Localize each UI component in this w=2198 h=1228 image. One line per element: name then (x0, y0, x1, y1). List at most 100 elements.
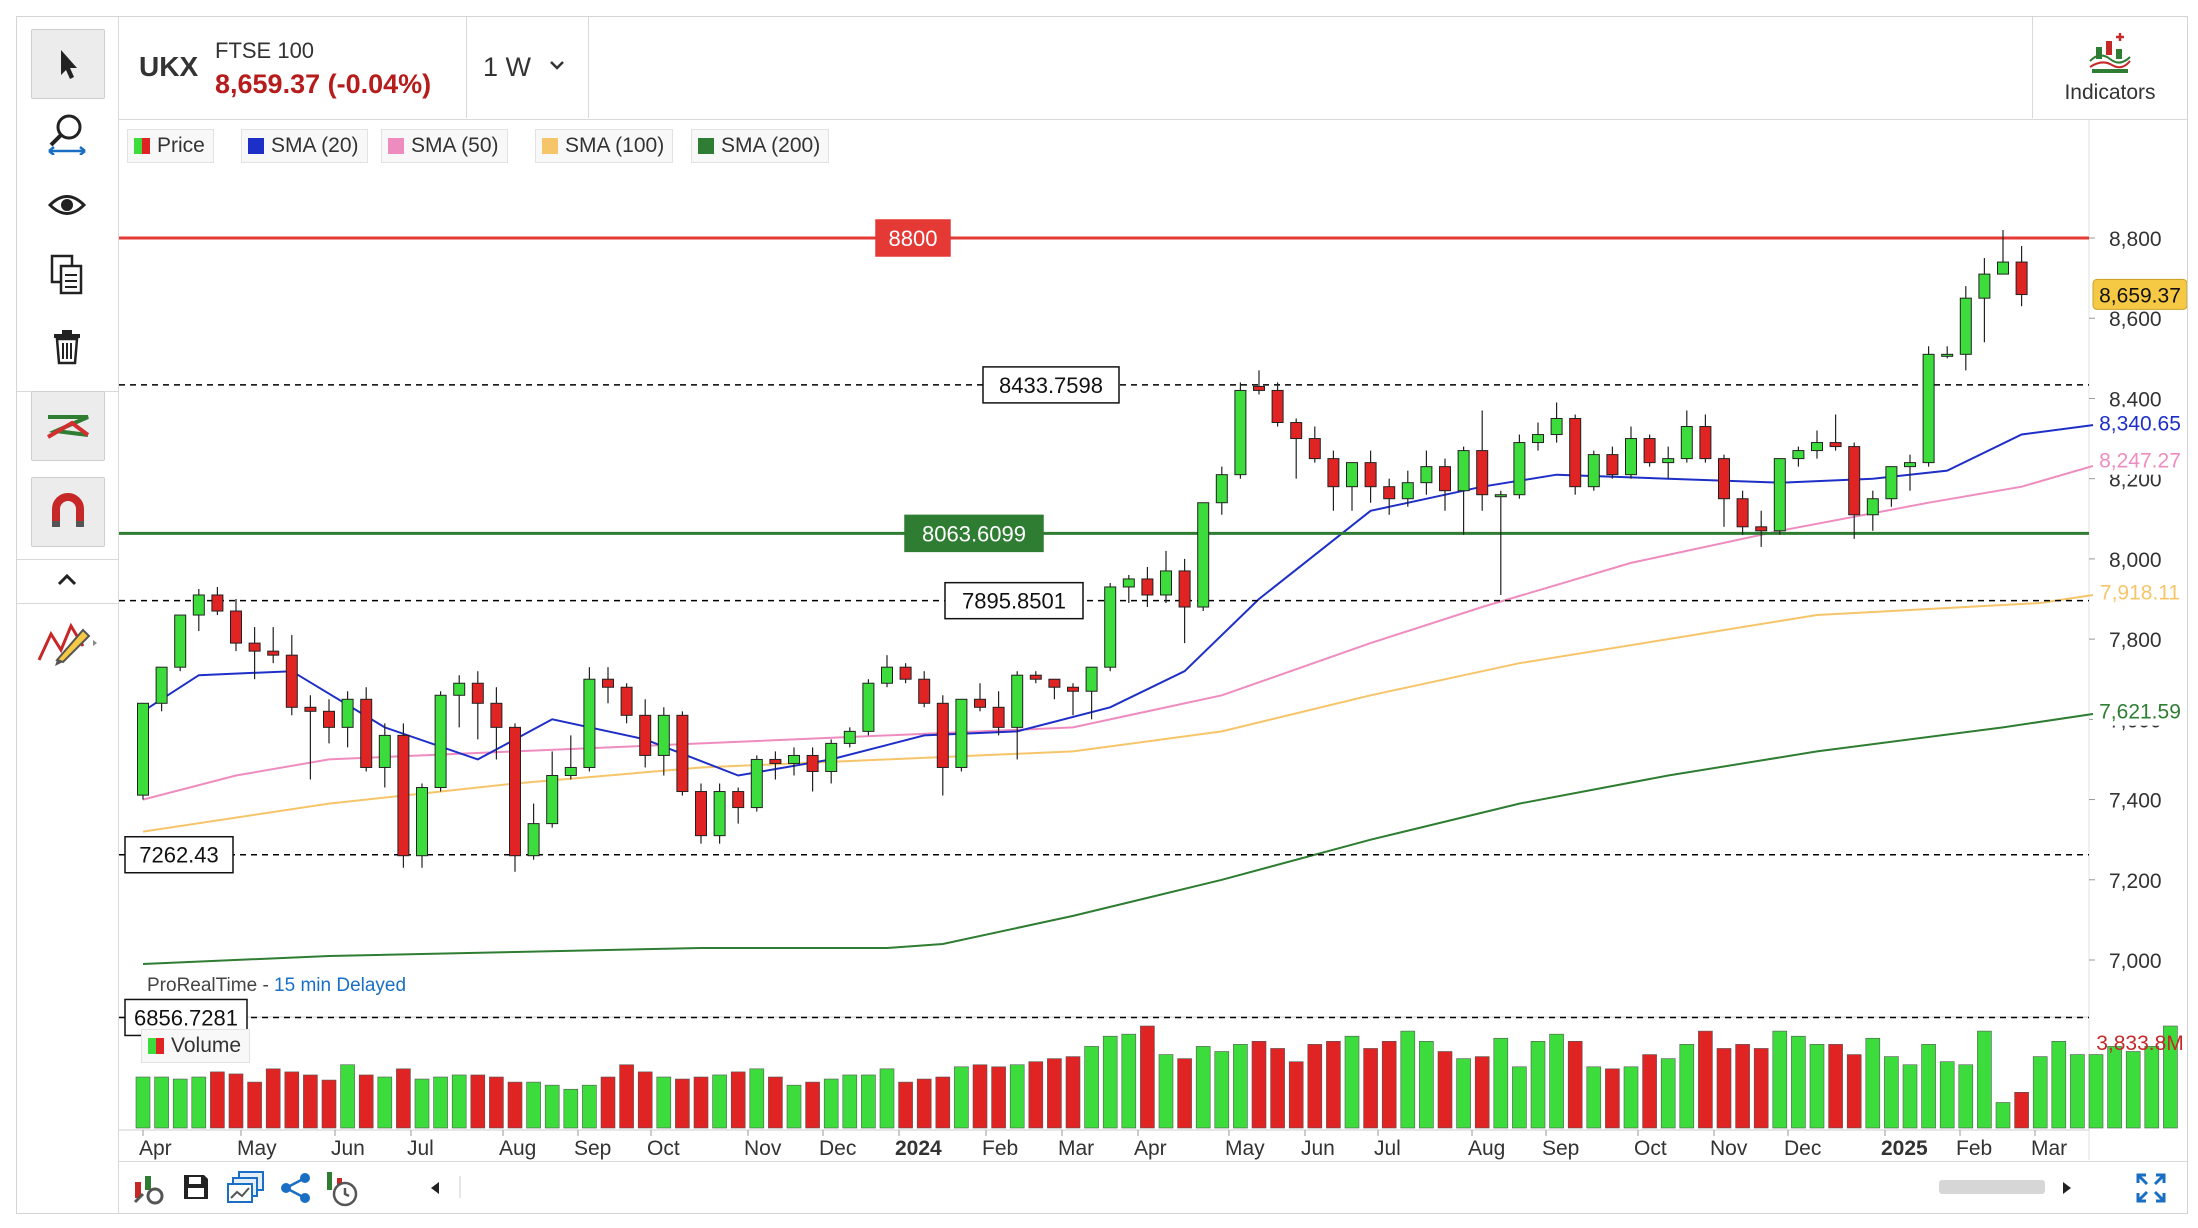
volume-bar (303, 1074, 318, 1129)
instrument-name: FTSE 100 (215, 38, 315, 63)
candle-body (769, 758, 782, 764)
legend-volume[interactable]: Volume (141, 1029, 251, 1063)
price-chart[interactable]: 8,8008,6008,4008,2008,0007,8007,6007,400… (119, 120, 2187, 1160)
volume-bar (1698, 1030, 1713, 1129)
symbol-label[interactable]: UKX (139, 51, 199, 82)
volume-bar (823, 1078, 839, 1129)
candle-body (881, 666, 893, 684)
volume-bar (1474, 1056, 1490, 1129)
scroll-left-icon[interactable] (429, 1180, 441, 1196)
x-tick-label: 2024 (895, 1137, 942, 1160)
x-tick-label: Nov (1710, 1137, 1748, 1160)
candle-body (788, 754, 800, 764)
alert-icon[interactable] (321, 1168, 361, 1208)
sma-lines (142, 421, 2115, 965)
volume-bar (1902, 1064, 1918, 1129)
volume-bar (861, 1074, 876, 1129)
volume-bar (1381, 1040, 1397, 1129)
volume-bars (135, 1025, 2178, 1129)
candle-body (1011, 674, 1024, 728)
legend-sma200[interactable]: SMA (200) (691, 129, 830, 163)
volume-bar (1047, 1058, 1062, 1129)
candle-body (323, 710, 335, 728)
volume-bar (191, 1076, 207, 1129)
sma50-line (142, 458, 2115, 801)
volume-bar (916, 1078, 932, 1129)
candle-body (992, 706, 1005, 728)
volume-bar (749, 1068, 765, 1129)
axis-value-label: 8,340.65 (2093, 407, 2187, 438)
volume-bar (1791, 1035, 1806, 1129)
x-tick-label: Jun (331, 1137, 365, 1160)
x-tick-label: 2025 (1881, 1137, 1928, 1160)
visibility-tool-button[interactable] (31, 171, 103, 239)
candle-body (899, 666, 912, 680)
scroll-right-icon[interactable] (2061, 1180, 2073, 1196)
pattern-tool-button[interactable] (31, 391, 105, 461)
volume-bar (1716, 1048, 1732, 1129)
volume-bar (786, 1084, 802, 1129)
delay-text: 15 min Delayed (274, 975, 407, 996)
candle-body (1234, 389, 1247, 476)
candle-body (1104, 586, 1117, 668)
volume-bar (1419, 1040, 1434, 1129)
layouts-icon[interactable] (227, 1170, 267, 1206)
cursor-icon (61, 50, 77, 79)
volume-bar (228, 1073, 244, 1129)
magnet-tool-button[interactable] (31, 477, 105, 547)
candle-body (267, 650, 280, 656)
magnet-icon (52, 493, 84, 527)
legend-sma50[interactable]: SMA (50) (381, 129, 508, 163)
share-icon[interactable] (279, 1172, 313, 1204)
candle-body (155, 666, 168, 704)
delete-tool-button[interactable] (31, 313, 103, 381)
x-tick-label: Jul (1374, 1137, 1401, 1160)
candles (137, 229, 2028, 872)
grid (119, 120, 2090, 1160)
scrollbar-thumb[interactable] (1939, 1180, 2045, 1194)
fullscreen-icon[interactable] (2135, 1172, 2167, 1204)
volume-bar (1288, 1061, 1304, 1129)
legend-sma20[interactable]: SMA (20) (241, 129, 368, 163)
indicators-button[interactable]: Indicators (2032, 17, 2187, 118)
zoom-tool-button[interactable] (31, 99, 103, 167)
x-tick-label: Sep (574, 1137, 611, 1160)
drawing-tools-button[interactable] (31, 607, 103, 675)
volume-bar (1493, 1037, 1509, 1129)
volume-bar (1158, 1054, 1174, 1129)
save-icon[interactable] (181, 1172, 211, 1202)
collapse-toolbar-button[interactable] (31, 557, 103, 603)
x-tick-label: Oct (647, 1137, 680, 1160)
eye-icon (47, 195, 87, 215)
chart-settings-icon[interactable] (131, 1172, 167, 1206)
axis-value-text: 8,659.37 (2099, 284, 2181, 307)
support-label-text: 8063.6099 (922, 521, 1026, 546)
legend-sma100[interactable]: SMA (100) (535, 129, 674, 163)
candle-body (1439, 466, 1451, 492)
support-label: 8063.6099 (904, 514, 1044, 553)
axis-value-box (2092, 278, 2187, 310)
copy-tool-button[interactable] (31, 241, 103, 309)
sma200-line (142, 709, 2115, 965)
candle-body (1866, 498, 1879, 516)
legend-price[interactable]: Price (127, 129, 214, 163)
axis-value-box (2093, 407, 2187, 438)
candle-body (564, 766, 577, 776)
chevron-up-icon (57, 573, 77, 586)
volume-bar (1177, 1058, 1192, 1129)
candle-body (620, 686, 633, 716)
timeframe-selector[interactable]: 1 W (466, 17, 589, 118)
volume-bar (712, 1074, 727, 1129)
volume-bar (1400, 1030, 1416, 1129)
cursor-tool-button[interactable] (31, 29, 105, 99)
candle-body (1587, 454, 1600, 488)
y-tick-label: 8,600 (2109, 308, 2162, 331)
bottom-toolbar (119, 1161, 2187, 1214)
axis-value-text: 8,340.65 (2099, 412, 2181, 435)
legend-label: SMA (100) (565, 134, 665, 157)
level-label-8433: 8433.7598 (982, 366, 1120, 404)
volume-bar (768, 1076, 783, 1129)
support-label-box (904, 514, 1044, 553)
volume-bar (1307, 1044, 1323, 1129)
level-labels: 8800 8433.7598 8063.6099 7895.8501 7262.43 68… (124, 219, 2187, 1055)
